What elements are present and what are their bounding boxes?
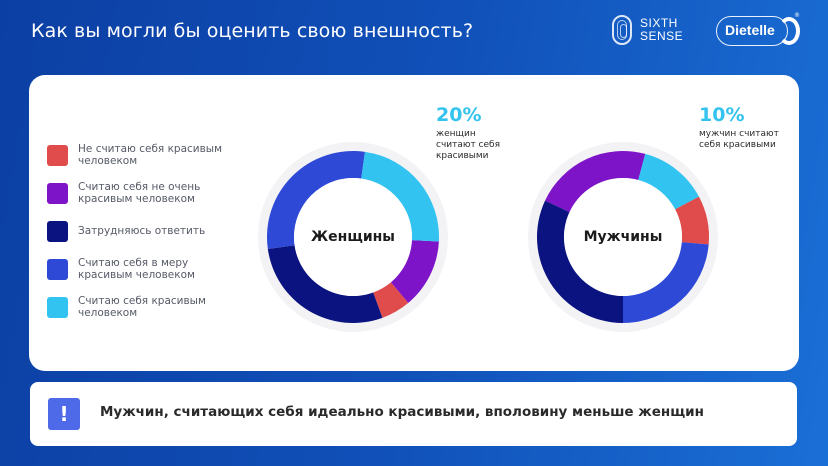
donut-segment	[390, 240, 439, 303]
legend-swatch-light-blue	[47, 296, 68, 318]
exclamation-icon: !	[48, 398, 80, 430]
men-donut-svg	[528, 142, 718, 332]
fingerprint-icon	[612, 15, 632, 45]
legend-label: Считаю себя красивым человеком	[78, 295, 206, 319]
legend: Не считаю себя красивым человеком Считаю…	[47, 143, 228, 333]
men-annotation: 10% мужчин считают себя красивыми	[699, 104, 779, 151]
donut-segment	[545, 151, 646, 213]
insight-card: ! Мужчин, считающих себя идеально красив…	[30, 382, 797, 446]
donut-segment	[267, 245, 383, 323]
legend-label: Затрудняюсь ответить	[78, 225, 206, 237]
women-donut-chart: Женщины	[254, 138, 452, 336]
dietelle-label: Dietelle	[725, 22, 775, 38]
legend-swatch-navy	[47, 220, 68, 242]
dietelle-arc-icon	[778, 17, 800, 45]
men-donut-chart: Мужчины	[524, 138, 722, 336]
donut-segment	[361, 151, 439, 242]
men-annotation-text: мужчин считают себя красивыми	[699, 129, 779, 150]
donut-segment	[638, 153, 699, 210]
donut-segment	[675, 196, 709, 245]
legend-label: Считаю себя не очень красивым человеком	[78, 181, 201, 205]
donut-segment	[373, 282, 409, 318]
legend-swatch-purple	[47, 182, 68, 204]
women-center-label: Женщины	[311, 229, 395, 245]
legend-item: Считаю себя не очень красивым человеком	[47, 181, 228, 205]
logo-line-1: SIXTH	[640, 16, 678, 30]
insight-text: Мужчин, считающих себя идеально красивым…	[100, 404, 704, 420]
women-percent: 20%	[436, 104, 482, 126]
donut-segment	[623, 242, 709, 323]
women-donut-svg	[258, 142, 448, 332]
page-title: Как вы могли бы оценить свою внешность?	[31, 20, 474, 42]
donut-segment	[267, 150, 365, 249]
legend-item: Затрудняюсь ответить	[47, 219, 228, 243]
legend-swatch-blue	[47, 258, 68, 280]
chart-card: Не считаю себя красивым человеком Считаю…	[29, 75, 799, 371]
logo-line-2: SENSE	[640, 29, 684, 43]
sixth-sense-logo: SIXTH SENSE	[612, 15, 683, 45]
legend-label: Считаю себя в меру красивым человеком	[78, 257, 195, 281]
women-annotation-text: женщин считают себя красивыми	[436, 129, 501, 161]
legend-item: Считаю себя в меру красивым человеком	[47, 257, 228, 281]
legend-label: Не считаю себя красивым человеком	[78, 143, 223, 167]
men-center-label: Мужчины	[583, 229, 663, 245]
women-annotation: 20% женщин считают себя красивыми	[436, 104, 516, 162]
legend-item: Не считаю себя красивым человеком	[47, 143, 228, 167]
legend-item: Считаю себя красивым человеком	[47, 295, 228, 319]
dietelle-logo: Dietelle ®	[716, 12, 800, 46]
donut-segment	[537, 200, 623, 323]
men-percent: 10%	[699, 104, 745, 126]
legend-swatch-red	[47, 144, 68, 166]
registered-mark: ®	[794, 12, 800, 19]
